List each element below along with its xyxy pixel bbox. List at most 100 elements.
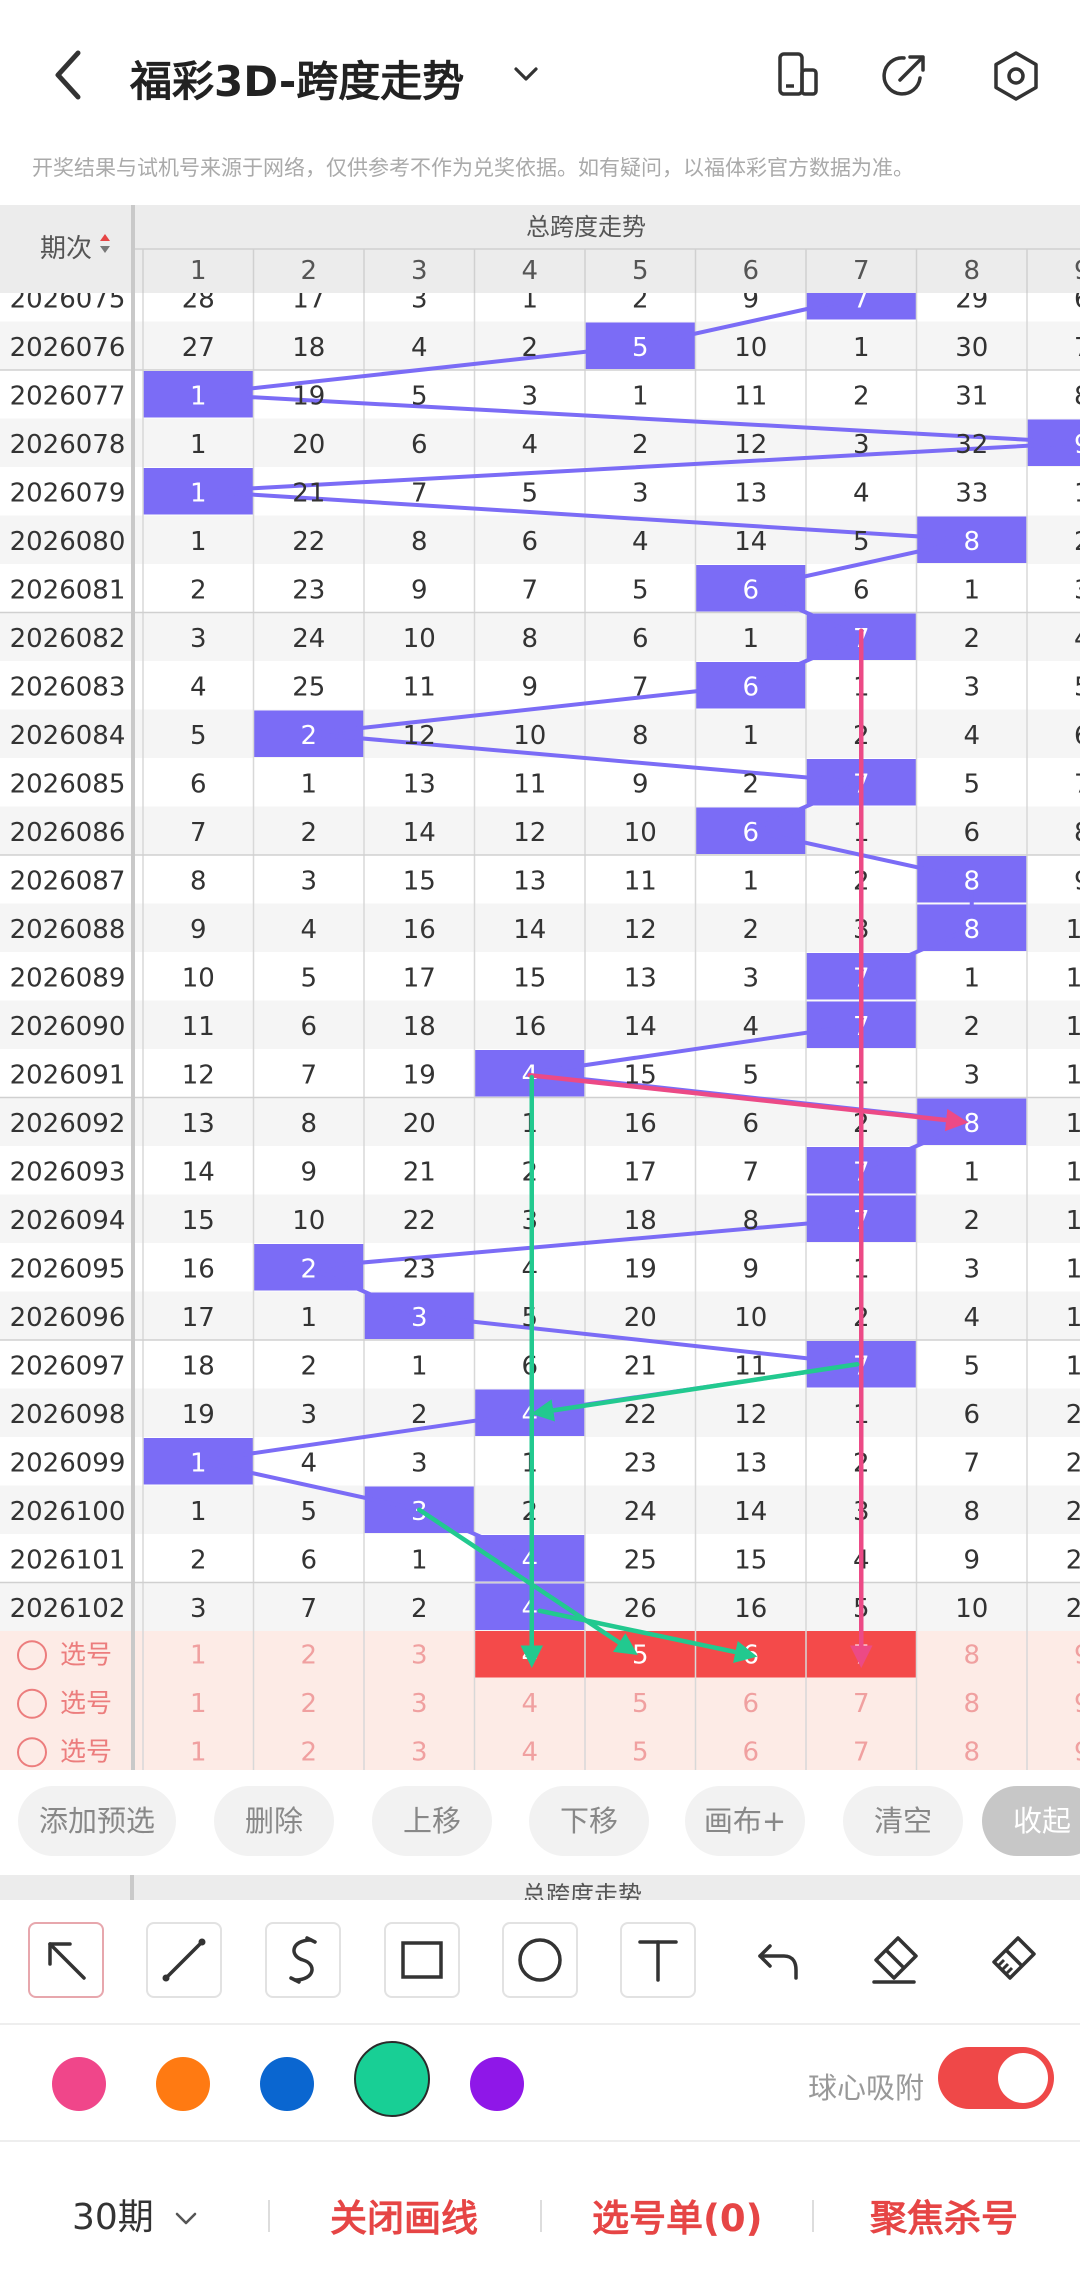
select-number[interactable]: 1: [190, 1737, 207, 1767]
clear-button[interactable]: 清空: [843, 1786, 963, 1856]
table-cell: 6: [300, 1545, 317, 1575]
undo-icon[interactable]: [740, 1924, 812, 1996]
period-header[interactable]: 期次: [40, 234, 92, 264]
row-background: [0, 1146, 1080, 1195]
select-number[interactable]: 8: [963, 1737, 980, 1767]
table-cell: 7: [963, 1448, 980, 1478]
eraser-icon[interactable]: [858, 1924, 930, 1996]
collapse-button[interactable]: 收起: [982, 1786, 1080, 1856]
sub-header: 总跨度走势: [0, 1875, 1080, 1900]
select-radio-icon[interactable]: [17, 1688, 47, 1719]
clear-brush-icon[interactable]: [976, 1924, 1048, 1996]
select-number[interactable]: 9: [1074, 1640, 1080, 1670]
table-cell: 19: [292, 381, 325, 411]
circle-tool-icon[interactable]: [502, 1922, 578, 1998]
period-selector[interactable]: 30期: [72, 2188, 201, 2240]
table-cell: 16: [513, 1012, 546, 1042]
table-cell: 18: [182, 1351, 215, 1381]
table-cell: 9: [300, 1157, 317, 1187]
select-number[interactable]: 8: [963, 1689, 980, 1719]
select-number[interactable]: 6: [742, 1689, 759, 1719]
period-cell: 2026086: [10, 818, 126, 848]
select-number[interactable]: 7: [853, 1737, 870, 1767]
text-tool-icon[interactable]: [620, 1922, 696, 1998]
period-cell: 2026094: [10, 1206, 126, 1236]
arrow-tool-icon[interactable]: [28, 1922, 104, 1998]
select-number[interactable]: 1: [190, 1640, 207, 1670]
row-background: [0, 1097, 1080, 1146]
drawn-pink-arrow: [527, 1073, 969, 1132]
table-cell: 2: [300, 818, 317, 848]
sub-header-title: 总跨度走势: [522, 1881, 642, 1900]
table-cell: 3: [411, 1448, 428, 1478]
close-lines-button[interactable]: 关闭画线: [330, 2197, 478, 2240]
select-number[interactable]: 9: [1074, 1737, 1080, 1767]
table-cell: 20: [624, 1303, 657, 1333]
select-number[interactable]: 5: [632, 1737, 649, 1767]
table-cell: 4: [521, 430, 538, 460]
select-radio-icon[interactable]: [17, 1737, 47, 1768]
select-number[interactable]: 8: [963, 1640, 980, 1670]
period-cell: 2026092: [10, 1109, 126, 1139]
move-up-button[interactable]: 上移: [372, 1786, 492, 1856]
select-number[interactable]: 6: [742, 1737, 759, 1767]
select-number[interactable]: 7: [853, 1689, 870, 1719]
select-number[interactable]: 5: [632, 1689, 649, 1719]
select-radio-icon[interactable]: [17, 1640, 47, 1671]
line-tool-icon[interactable]: [146, 1922, 222, 1998]
row-background: [0, 612, 1080, 661]
select-number[interactable]: 2: [300, 1689, 317, 1719]
add-preselect-button[interactable]: 添加预选: [18, 1786, 176, 1856]
table-cell: 8: [1074, 381, 1080, 411]
pick-list-button[interactable]: 选号单(0): [592, 2197, 763, 2240]
delete-button[interactable]: 删除: [214, 1786, 334, 1856]
back-arrow-icon[interactable]: [40, 45, 100, 105]
column-divider: [130, 1875, 134, 1900]
select-number[interactable]: 2: [300, 1640, 317, 1670]
select-number[interactable]: 9: [1074, 1689, 1080, 1719]
move-down-button[interactable]: 下移: [529, 1786, 649, 1856]
color-purple[interactable]: [470, 2057, 524, 2111]
select-number[interactable]: 4: [521, 1737, 538, 1767]
table-cell: 13: [513, 866, 546, 896]
curve-tool-icon[interactable]: [265, 1922, 341, 1998]
table-cell: 8: [632, 721, 649, 751]
snap-toggle[interactable]: [938, 2047, 1054, 2109]
column-header: 9: [1074, 256, 1080, 286]
table-cell: 12: [624, 915, 657, 945]
table-cell: 15: [182, 1206, 215, 1236]
settings-icon[interactable]: [988, 48, 1044, 104]
canvas-plus-button[interactable]: 画布+: [685, 1786, 805, 1856]
row-background: [0, 1340, 1080, 1389]
period-cell: 2026088: [10, 915, 126, 945]
table-cell: 11: [734, 1351, 767, 1381]
table-cell: 2: [521, 333, 538, 363]
color-orange[interactable]: [156, 2057, 210, 2111]
column-header: 1: [190, 256, 207, 286]
table-cell: 10: [403, 624, 436, 654]
rectangle-tool-icon[interactable]: [384, 1922, 460, 1998]
sort-down-icon[interactable]: [100, 246, 110, 253]
page-title[interactable]: 福彩3D-跨度走势: [130, 57, 465, 106]
table-cell: 10: [734, 1303, 767, 1333]
color-blue[interactable]: [260, 2057, 314, 2111]
layout-switch-icon[interactable]: [770, 48, 826, 104]
select-number[interactable]: 2: [300, 1737, 317, 1767]
color-green-selected[interactable]: [354, 2041, 430, 2117]
chevron-down-icon[interactable]: [508, 56, 544, 92]
period-cell: 2026085: [10, 769, 126, 799]
sort-up-icon[interactable]: [100, 234, 110, 241]
share-icon[interactable]: [876, 48, 932, 104]
table-cell: 3: [632, 478, 649, 508]
select-number[interactable]: 3: [411, 1689, 428, 1719]
table-cell: 6: [963, 818, 980, 848]
select-number[interactable]: 3: [411, 1640, 428, 1670]
select-number[interactable]: 1: [190, 1689, 207, 1719]
select-number[interactable]: 4: [521, 1689, 538, 1719]
color-pink[interactable]: [52, 2057, 106, 2111]
select-number[interactable]: 3: [411, 1737, 428, 1767]
table-cell: 2: [411, 1400, 428, 1430]
select-number[interactable]: 5: [632, 1640, 649, 1670]
focus-kill-button[interactable]: 聚焦杀号: [870, 2197, 1018, 2240]
table-cell: 1: [411, 1351, 428, 1381]
